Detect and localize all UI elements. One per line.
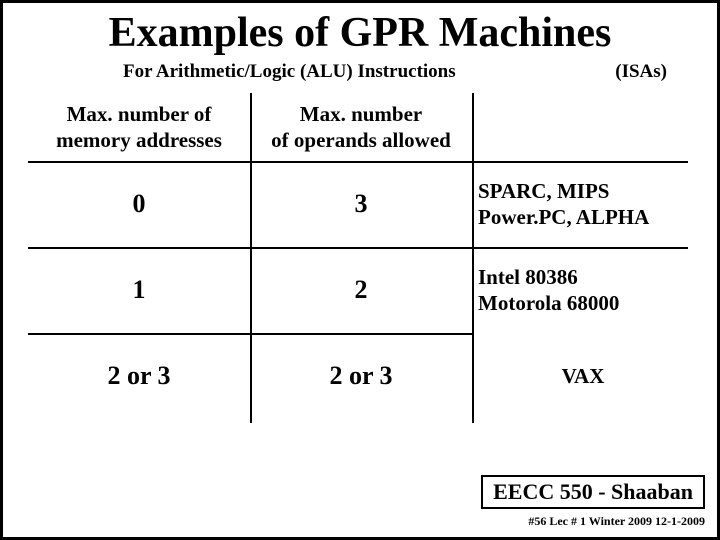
table-hline: [28, 161, 688, 163]
header-col1: Max. number of memory addresses: [28, 101, 250, 154]
cell-ops-2: 2 or 3: [250, 360, 472, 393]
cell-mem-0: 0: [28, 188, 250, 221]
header-col1-line2: memory addresses: [56, 128, 222, 152]
ex0-line2: Power.PC, ALPHA: [478, 205, 649, 229]
subtitle-row: For Arithmetic/Logic (ALU) Instructions …: [23, 61, 697, 83]
subtitle: For Arithmetic/Logic (ALU) Instructions: [123, 61, 456, 83]
isas-label: (ISAs): [615, 61, 667, 83]
slide-frame: Examples of GPR Machines For Arithmetic/…: [0, 0, 720, 540]
cell-examples-1: Intel 80386 Motorola 68000: [472, 264, 688, 317]
cell-ops-1: 2: [250, 274, 472, 307]
footer-course-box: EECC 550 - Shaaban: [481, 475, 705, 509]
table-header-row: Max. number of memory addresses Max. num…: [28, 93, 688, 161]
ex2-line1: VAX: [562, 364, 605, 388]
cell-mem-1: 1: [28, 274, 250, 307]
table-hline: [28, 333, 472, 335]
slide-title: Examples of GPR Machines: [23, 11, 697, 55]
cell-ops-0: 3: [250, 188, 472, 221]
table-row: 1 2 Intel 80386 Motorola 68000: [28, 247, 688, 333]
cell-examples-2: VAX: [472, 363, 688, 389]
gpr-table: Max. number of memory addresses Max. num…: [28, 93, 688, 433]
cell-mem-2: 2 or 3: [28, 360, 250, 393]
header-col2-line1: Max. number: [300, 102, 423, 126]
table-hline: [28, 247, 688, 249]
cell-examples-0: SPARC, MIPS Power.PC, ALPHA: [472, 178, 688, 231]
ex1-line2: Motorola 68000: [478, 291, 619, 315]
table-row: 2 or 3 2 or 3 VAX: [28, 333, 688, 419]
ex0-line1: SPARC, MIPS: [478, 179, 609, 203]
header-col2: Max. number of operands allowed: [250, 101, 472, 154]
ex1-line1: Intel 80386: [478, 265, 578, 289]
header-col1-line1: Max. number of: [67, 102, 212, 126]
table-row: 0 3 SPARC, MIPS Power.PC, ALPHA: [28, 161, 688, 247]
header-col2-line2: of operands allowed: [271, 128, 451, 152]
footer-lecture-info: #56 Lec # 1 Winter 2009 12-1-2009: [528, 514, 705, 529]
